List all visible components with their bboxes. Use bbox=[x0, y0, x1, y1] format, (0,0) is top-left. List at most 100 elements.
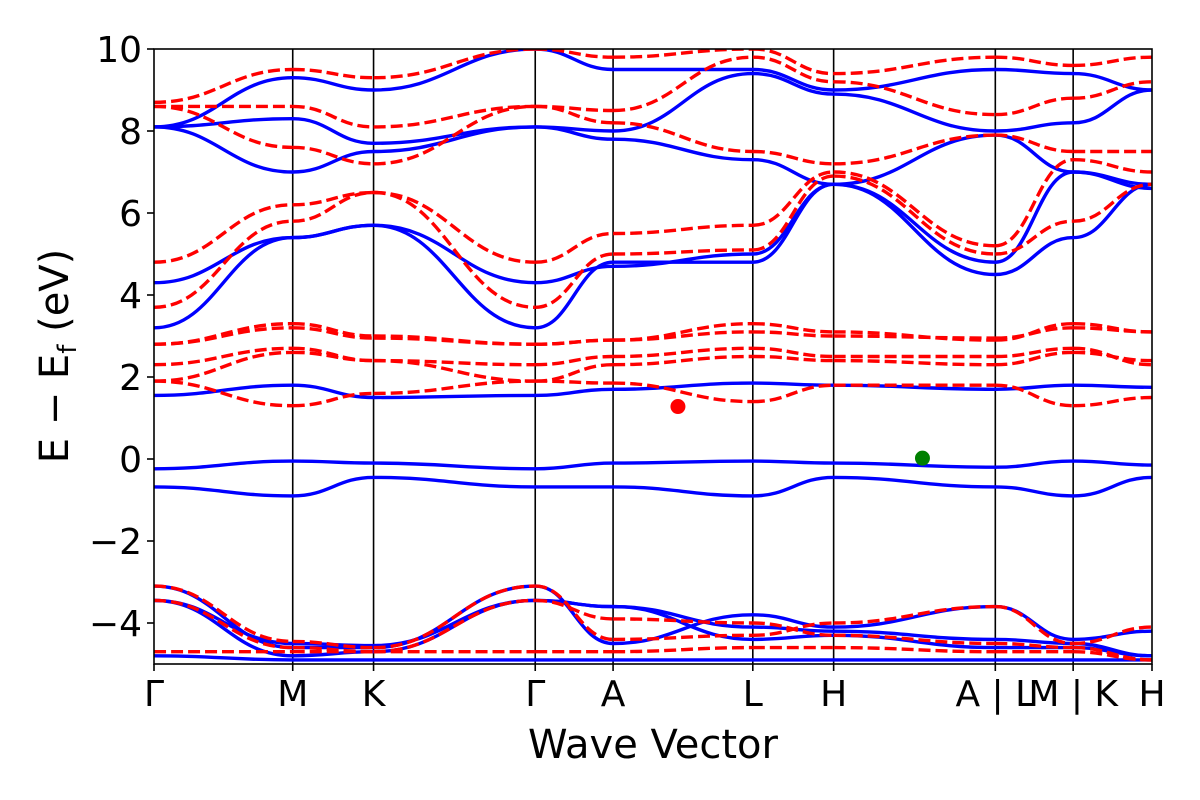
solid-band-segment bbox=[1071, 182, 1152, 240]
solid-band-segment bbox=[751, 158, 836, 186]
solid-band-segment bbox=[154, 235, 295, 285]
band-lines bbox=[154, 49, 1152, 662]
y-axis-title-unit: (eV) bbox=[32, 249, 78, 345]
dashed-band-segment bbox=[292, 346, 374, 363]
y-tick-label: 4 bbox=[119, 276, 142, 317]
dashed-band-segment bbox=[1073, 55, 1152, 68]
dashed-band-segment bbox=[833, 358, 996, 367]
solid-band-segment bbox=[371, 393, 537, 400]
dashed-band-segment bbox=[995, 158, 1074, 248]
solid-band-segment bbox=[751, 67, 836, 92]
solid-band-segment bbox=[751, 475, 836, 498]
dashed-band-segment bbox=[833, 133, 996, 166]
dashed-band-segment bbox=[373, 104, 536, 166]
dashed-band-segment bbox=[752, 346, 834, 359]
dashed-band-segment bbox=[154, 584, 293, 644]
dashed-band-segment bbox=[613, 645, 753, 654]
solid-band-segment bbox=[1071, 88, 1152, 125]
solid-band-segment bbox=[993, 170, 1075, 264]
y-axis-title-subscript: f bbox=[53, 344, 83, 354]
solid-band-segment bbox=[993, 133, 1075, 174]
solid-band-segment bbox=[154, 584, 295, 650]
dashed-band-segment bbox=[535, 598, 614, 621]
dashed-band-segment bbox=[1073, 625, 1152, 646]
dashed-band-segment bbox=[995, 346, 1074, 359]
dashed-band-segment bbox=[752, 55, 834, 84]
solid-band-segment bbox=[371, 598, 537, 648]
dashed-band-segment bbox=[373, 190, 536, 264]
dashed-band-segment bbox=[292, 145, 374, 166]
dashed-band-segment bbox=[292, 391, 374, 408]
dashed-band-segment bbox=[995, 350, 1074, 367]
solid-band-segment bbox=[291, 149, 376, 174]
solid-band-segment bbox=[831, 67, 997, 92]
solid-band-segment bbox=[154, 598, 295, 646]
solid-band-segment bbox=[611, 613, 755, 646]
dashed-band-segment bbox=[373, 104, 536, 129]
dashed-band-segment bbox=[833, 645, 996, 654]
dashed-band-segment bbox=[535, 252, 614, 309]
dashed-band-segment bbox=[1073, 346, 1152, 367]
y-tick-label: 6 bbox=[119, 194, 142, 235]
solid-band-segment bbox=[831, 182, 997, 277]
dashed-band-segment bbox=[1073, 395, 1152, 408]
dashed-band-segment bbox=[995, 641, 1074, 650]
dashed-band-segment bbox=[292, 67, 374, 80]
dashed-band-segment bbox=[613, 248, 753, 256]
dashed-band-segment bbox=[613, 330, 753, 342]
dashed-band-segment bbox=[752, 354, 834, 363]
dashed-band-segment bbox=[373, 190, 536, 309]
dashed-band-segment bbox=[535, 584, 614, 642]
solid-band-segment bbox=[291, 223, 376, 240]
solid-band-segment bbox=[611, 71, 755, 133]
band-edge-marker bbox=[670, 399, 686, 415]
dashed-band-segment bbox=[292, 322, 374, 338]
solid-band-segment bbox=[533, 387, 615, 398]
solid-band-segment bbox=[831, 92, 997, 133]
solid-band-segment bbox=[533, 125, 615, 133]
y-tick-label: 2 bbox=[119, 358, 142, 399]
dashed-band-segment bbox=[752, 383, 834, 404]
dashed-band-segment bbox=[292, 326, 374, 340]
dashed-band-segment bbox=[373, 379, 536, 396]
solid-band-segment bbox=[154, 459, 295, 471]
solid-band-segment bbox=[993, 459, 1075, 469]
dashed-band-segment bbox=[1073, 182, 1152, 223]
dashed-band-segment bbox=[535, 354, 614, 367]
band-edge-markers bbox=[670, 399, 930, 466]
solid-band-segment bbox=[371, 461, 537, 471]
dashed-band-segment bbox=[1073, 80, 1152, 100]
solid-band-segment bbox=[291, 76, 376, 92]
solid-band-segment bbox=[993, 67, 1075, 76]
dashed-band-segment bbox=[995, 96, 1074, 117]
solid-band-segment bbox=[993, 121, 1075, 133]
dashed-band-segment bbox=[373, 358, 536, 367]
dashed-band-segment bbox=[154, 203, 293, 264]
dashed-band-segment bbox=[833, 55, 996, 76]
dashed-band-segment bbox=[752, 149, 834, 166]
dashed-band-segment bbox=[995, 326, 1074, 340]
solid-band-segment bbox=[533, 584, 615, 646]
dashed-band-segment bbox=[613, 223, 753, 236]
solid-band-segment bbox=[751, 71, 836, 96]
solid-band-segment bbox=[831, 461, 997, 469]
dashed-band-segment bbox=[154, 598, 293, 650]
dashed-band-segment bbox=[373, 49, 536, 80]
dashed-band-segment bbox=[613, 55, 753, 113]
solid-band-segment bbox=[371, 475, 537, 489]
solid-band-segment bbox=[751, 613, 836, 629]
dashed-band-segment bbox=[995, 604, 1074, 646]
solid-band-segment bbox=[154, 383, 295, 398]
solid-band-segment bbox=[371, 49, 537, 92]
solid-band-segment bbox=[154, 235, 295, 330]
x-tick-label: Γ bbox=[144, 674, 164, 715]
dashed-band-segment bbox=[373, 598, 536, 654]
x-axis-title: Wave Vector bbox=[528, 722, 779, 768]
solid-band-segment bbox=[831, 133, 997, 186]
solid-band-segment bbox=[291, 383, 376, 400]
dashed-band-segment bbox=[373, 336, 536, 346]
dashed-band-segment bbox=[535, 104, 614, 113]
dashed-band-segment bbox=[752, 322, 834, 334]
solid-band-segment bbox=[993, 485, 1075, 498]
solid-band-segment bbox=[371, 223, 537, 285]
